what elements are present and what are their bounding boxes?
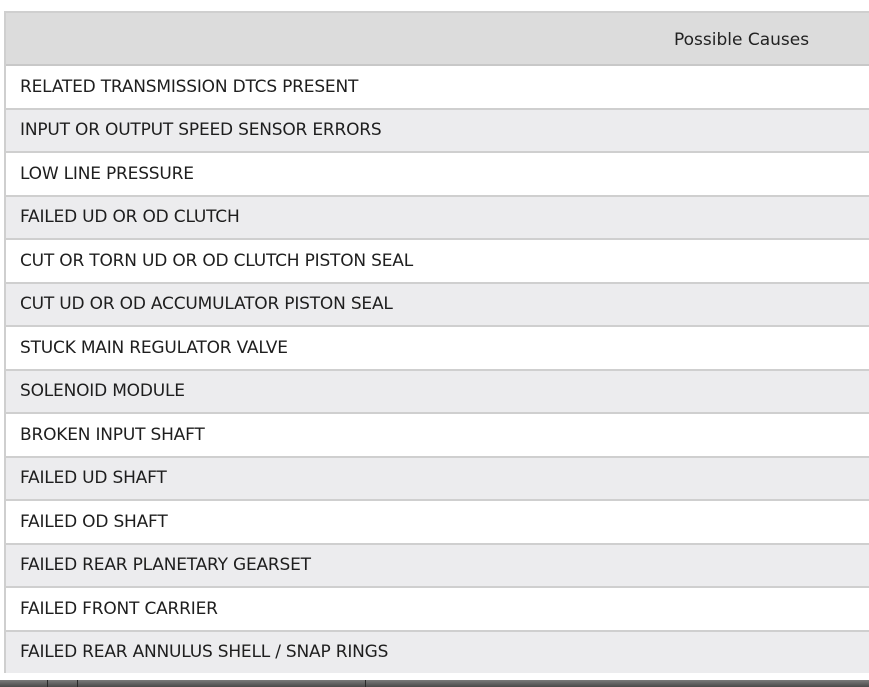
table-header: Possible Causes — [6, 13, 869, 66]
table-row: FAILED FRONT CARRIER — [6, 588, 869, 632]
table-row: FAILED REAR ANNULUS SHELL / SNAP RINGS — [6, 631, 869, 673]
table-row: INPUT OR OUTPUT SPEED SENSOR ERRORS — [6, 109, 869, 153]
table-row: FAILED UD SHAFT — [6, 457, 869, 501]
toolbar-divider — [365, 680, 366, 687]
table-row: CUT OR TORN UD OR OD CLUTCH PISTON SEAL — [6, 240, 869, 284]
column-header-possible-causes: Possible Causes — [674, 30, 810, 50]
toolbar-divider — [77, 680, 78, 687]
table-row: RELATED TRANSMISSION DTCS PRESENT — [6, 66, 869, 110]
table-row: CUT UD OR OD ACCUMULATOR PISTON SEAL — [6, 283, 869, 327]
table-row: SOLENOID MODULE — [6, 370, 869, 414]
table-row: FAILED OD SHAFT — [6, 501, 869, 545]
table-row: FAILED UD OR OD CLUTCH — [6, 196, 869, 240]
toolbar-divider — [47, 680, 48, 687]
table-body: RELATED TRANSMISSION DTCS PRESENT INPUT O… — [6, 66, 869, 673]
bottom-toolbar — [0, 680, 869, 687]
table-row: LOW LINE PRESSURE — [6, 153, 869, 197]
possible-causes-table: Possible Causes RELATED TRANSMISSION DTC… — [4, 11, 869, 673]
table-row: FAILED REAR PLANETARY GEARSET — [6, 544, 869, 588]
table-row: STUCK MAIN REGULATOR VALVE — [6, 327, 869, 371]
table-row: BROKEN INPUT SHAFT — [6, 414, 869, 458]
